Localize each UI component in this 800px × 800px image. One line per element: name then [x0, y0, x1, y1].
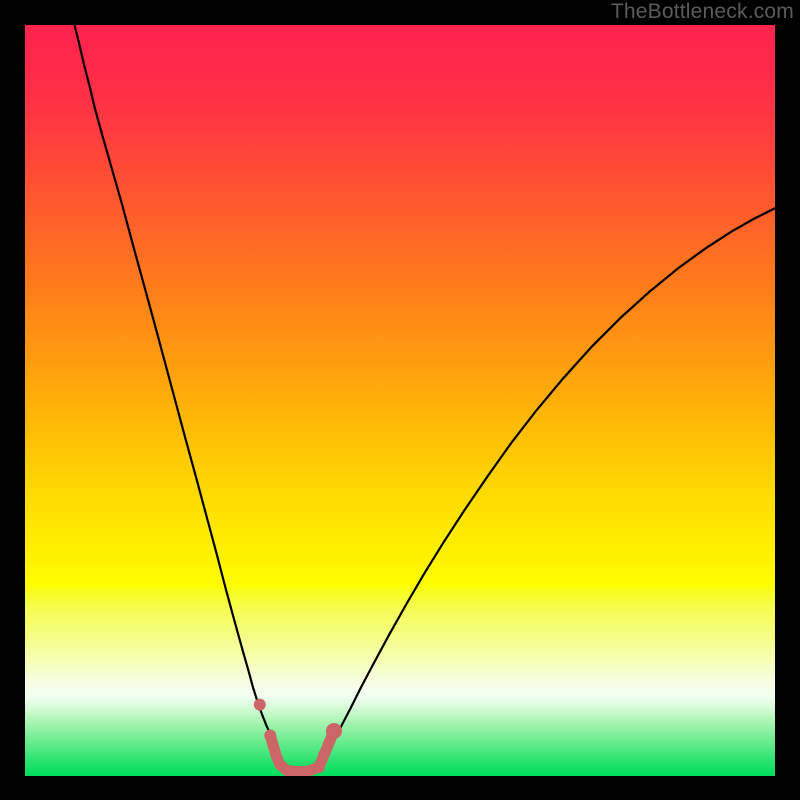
gradient-background — [25, 25, 775, 776]
bottleneck-chart — [0, 0, 800, 800]
watermark-text: TheBottleneck.com — [611, 0, 794, 24]
